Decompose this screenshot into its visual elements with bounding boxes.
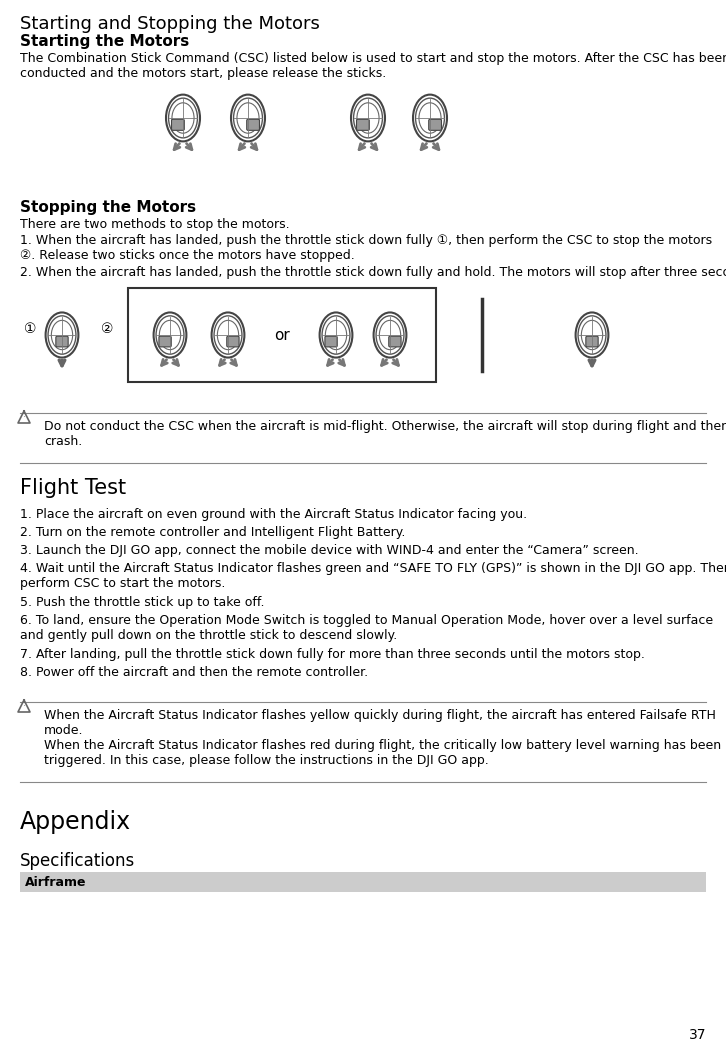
Text: !: ! bbox=[23, 699, 25, 708]
FancyBboxPatch shape bbox=[159, 336, 171, 346]
Text: 7. After landing, pull the throttle stick down fully for more than three seconds: 7. After landing, pull the throttle stic… bbox=[20, 648, 645, 661]
FancyBboxPatch shape bbox=[429, 119, 441, 130]
Text: 1. Place the aircraft on even ground with the Aircraft Status Indicator facing y: 1. Place the aircraft on even ground wit… bbox=[20, 508, 527, 521]
Text: 37: 37 bbox=[688, 1027, 706, 1042]
Text: 8. Power off the aircraft and then the remote controller.: 8. Power off the aircraft and then the r… bbox=[20, 666, 368, 679]
Text: Flight Test: Flight Test bbox=[20, 478, 126, 498]
FancyBboxPatch shape bbox=[20, 872, 706, 892]
FancyBboxPatch shape bbox=[247, 119, 259, 130]
Text: Specifications: Specifications bbox=[20, 852, 135, 870]
Text: Do not conduct the CSC when the aircraft is mid-flight. Otherwise, the aircraft : Do not conduct the CSC when the aircraft… bbox=[44, 420, 726, 448]
Text: or: or bbox=[274, 327, 290, 342]
Text: ①: ① bbox=[24, 322, 36, 336]
Text: 1. When the aircraft has landed, push the throttle stick down fully ①, then perf: 1. When the aircraft has landed, push th… bbox=[20, 234, 712, 262]
Text: 3. Launch the DJI GO app, connect the mobile device with WIND-4 and enter the “C: 3. Launch the DJI GO app, connect the mo… bbox=[20, 544, 639, 557]
FancyBboxPatch shape bbox=[171, 119, 184, 130]
Text: The Combination Stick Command (CSC) listed below is used to start and stop the m: The Combination Stick Command (CSC) list… bbox=[20, 52, 726, 80]
Text: Appendix: Appendix bbox=[20, 810, 131, 834]
FancyBboxPatch shape bbox=[56, 336, 68, 346]
Text: 5. Push the throttle stick up to take off.: 5. Push the throttle stick up to take of… bbox=[20, 596, 264, 609]
Text: 2. When the aircraft has landed, push the throttle stick down fully and hold. Th: 2. When the aircraft has landed, push th… bbox=[20, 266, 726, 279]
Text: Airframe: Airframe bbox=[25, 876, 86, 889]
Text: When the Aircraft Status Indicator flashes yellow quickly during flight, the air: When the Aircraft Status Indicator flash… bbox=[44, 709, 721, 767]
Text: Starting and Stopping the Motors: Starting and Stopping the Motors bbox=[20, 15, 320, 33]
Text: Stopping the Motors: Stopping the Motors bbox=[20, 200, 196, 215]
Text: 4. Wait until the Aircraft Status Indicator flashes green and “SAFE TO FLY (GPS): 4. Wait until the Aircraft Status Indica… bbox=[20, 562, 726, 590]
Text: ②: ② bbox=[101, 322, 113, 336]
FancyBboxPatch shape bbox=[586, 336, 598, 346]
FancyBboxPatch shape bbox=[325, 336, 338, 346]
FancyBboxPatch shape bbox=[356, 119, 370, 130]
FancyBboxPatch shape bbox=[388, 336, 401, 346]
Text: 6. To land, ensure the Operation Mode Switch is toggled to Manual Operation Mode: 6. To land, ensure the Operation Mode Sw… bbox=[20, 614, 713, 642]
FancyBboxPatch shape bbox=[227, 336, 239, 346]
Text: Starting the Motors: Starting the Motors bbox=[20, 34, 189, 49]
Text: !: ! bbox=[23, 410, 25, 419]
Text: There are two methods to stop the motors.: There are two methods to stop the motors… bbox=[20, 218, 290, 231]
FancyBboxPatch shape bbox=[128, 288, 436, 382]
Text: 2. Turn on the remote controller and Intelligent Flight Battery.: 2. Turn on the remote controller and Int… bbox=[20, 526, 405, 539]
